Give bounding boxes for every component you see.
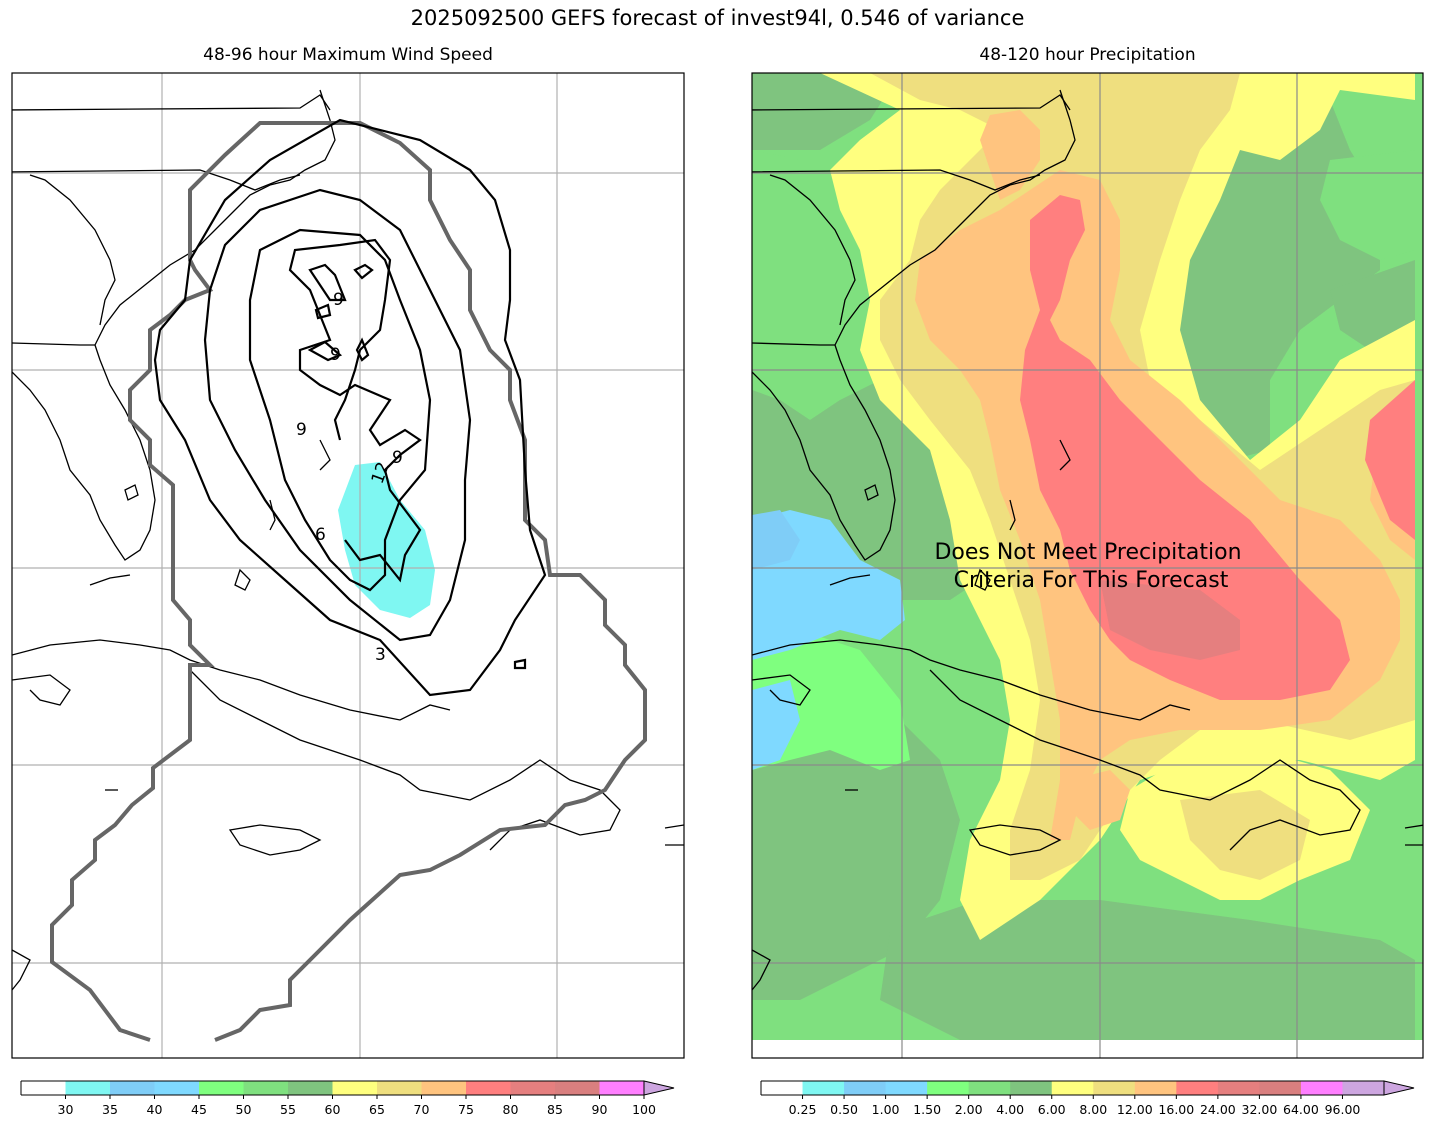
precip-colorbar-tick-label: 96.00 <box>1325 1102 1361 1117</box>
wind-contours <box>153 118 547 697</box>
precip-colorbar-tick-label: 24.00 <box>1200 1102 1236 1117</box>
precip-colorbar-tick-label: 2.00 <box>955 1102 983 1117</box>
precip-colorbar-segment <box>1259 1081 1302 1095</box>
precip-colorbar-segment <box>1010 1081 1053 1095</box>
precip-colorbar-tick-label: 64.00 <box>1283 1102 1319 1117</box>
no-precip-message-line1: Does Not Meet Precipitation <box>934 540 1241 565</box>
precip-colorbar-segment <box>1300 1081 1343 1095</box>
wind-colorbar: 30 35 40 45 50 55 60 65 70 75 80 85 90 100 <box>20 1080 675 1117</box>
wind-colorbar-segment <box>21 1081 66 1095</box>
precip-colorbar-segment <box>1176 1081 1219 1095</box>
wind-colorbar-tick-label: 100 <box>632 1102 656 1117</box>
wind-colorbar-tick-label: 55 <box>280 1102 296 1117</box>
ensemble-hull <box>50 121 647 1042</box>
wind-colorbar-segment <box>288 1081 333 1095</box>
wind-colorbar-segment <box>599 1081 645 1095</box>
precip-colorbar-tick-label: 1.00 <box>872 1102 900 1117</box>
precip-colorbar-segment <box>1051 1081 1094 1095</box>
wind-colorbar-tick-label: 80 <box>503 1102 519 1117</box>
precip-colorbar-tick-label: 0.50 <box>830 1102 858 1117</box>
wind-colorbar-tick-label: 85 <box>547 1102 563 1117</box>
wind-colorbar-segment <box>555 1081 600 1095</box>
wind-colorbar-extend <box>643 1080 675 1096</box>
precip-colorbar-extend <box>1383 1080 1415 1096</box>
contour-label: 9 <box>330 345 341 365</box>
precip-shading <box>752 73 1423 1058</box>
contour-label: 9 <box>392 448 403 468</box>
wind-colorbar-segment <box>65 1081 111 1095</box>
contour-label: 3 <box>375 645 386 665</box>
contour-label: 9 <box>333 290 344 310</box>
left-map: 9 9 9 9 12 6 3 <box>11 72 685 1059</box>
precip-colorbar-tick-label: 1.50 <box>913 1102 941 1117</box>
precip-colorbar-tick-label: 6.00 <box>1038 1102 1066 1117</box>
wind-colorbar-segment <box>466 1081 511 1095</box>
wind-colorbar-segment <box>332 1081 378 1095</box>
contour-label: 6 <box>315 525 326 545</box>
precip-colorbar-tick-label: 16.00 <box>1158 1102 1194 1117</box>
precip-colorbar-segment <box>1342 1081 1385 1095</box>
precip-colorbar-tick-label: 4.00 <box>996 1102 1024 1117</box>
precip-colorbar-segment <box>802 1081 845 1095</box>
precip-colorbar-tick-label: 0.25 <box>789 1102 817 1117</box>
figure-title: 2025092500 GEFS forecast of invest94l, 0… <box>410 6 1025 30</box>
wind-colorbar-tick-label: 45 <box>191 1102 207 1117</box>
wind-colorbar-segment <box>377 1081 422 1095</box>
wind-shaded-region <box>338 462 435 618</box>
precip-colorbar-tick-label: 32.00 <box>1242 1102 1278 1117</box>
wind-colorbar-segment <box>510 1081 556 1095</box>
precip-colorbar-segment <box>927 1081 970 1095</box>
precip-colorbar-segment <box>1217 1081 1260 1095</box>
precip-colorbar-tick-label: 8.00 <box>1079 1102 1107 1117</box>
right-map: Does Not Meet Precipitation Criteria For… <box>751 72 1424 1059</box>
precip-colorbar-segment <box>968 1081 1011 1095</box>
right-panel-title: 48-120 hour Precipitation <box>979 45 1196 65</box>
precip-colorbar-segment <box>885 1081 928 1095</box>
precip-colorbar-segment <box>1134 1081 1177 1095</box>
wind-colorbar-tick-label: 75 <box>458 1102 474 1117</box>
wind-colorbar-segment <box>110 1081 155 1095</box>
precip-colorbar-segment <box>761 1081 804 1095</box>
wind-colorbar-tick-label: 70 <box>414 1102 430 1117</box>
no-precip-message-line2: Criteria For This Forecast <box>954 568 1229 593</box>
left-gridlines <box>12 73 684 1058</box>
wind-colorbar-tick-label: 65 <box>369 1102 385 1117</box>
right-gridlines <box>752 73 1423 1058</box>
wind-colorbar-segment <box>421 1081 467 1095</box>
contour-label: 9 <box>296 420 307 440</box>
wind-colorbar-tick-label: 40 <box>147 1102 163 1117</box>
wind-colorbar-segment <box>154 1081 200 1095</box>
wind-colorbar-tick-label: 50 <box>236 1102 252 1117</box>
left-panel-title: 48-96 hour Maximum Wind Speed <box>203 45 493 65</box>
precip-colorbar-segment <box>1093 1081 1136 1095</box>
wind-colorbar-tick-label: 60 <box>325 1102 341 1117</box>
left-map-frame <box>11 72 685 1059</box>
precip-colorbar-segment <box>844 1081 887 1095</box>
precip-colorbar-tick-label: 12.00 <box>1117 1102 1153 1117</box>
precip-colorbar: 0.25 0.50 1.00 1.50 2.00 4.00 6.00 8.00 12.00 16.… <box>760 1080 1415 1117</box>
wind-colorbar-segment <box>199 1081 244 1095</box>
wind-colorbar-tick-label: 30 <box>58 1102 74 1117</box>
wind-colorbar-segment <box>243 1081 289 1095</box>
wind-colorbar-tick-label: 90 <box>592 1102 608 1117</box>
right-map-frame <box>751 72 1424 1059</box>
wind-colorbar-tick-label: 35 <box>102 1102 118 1117</box>
